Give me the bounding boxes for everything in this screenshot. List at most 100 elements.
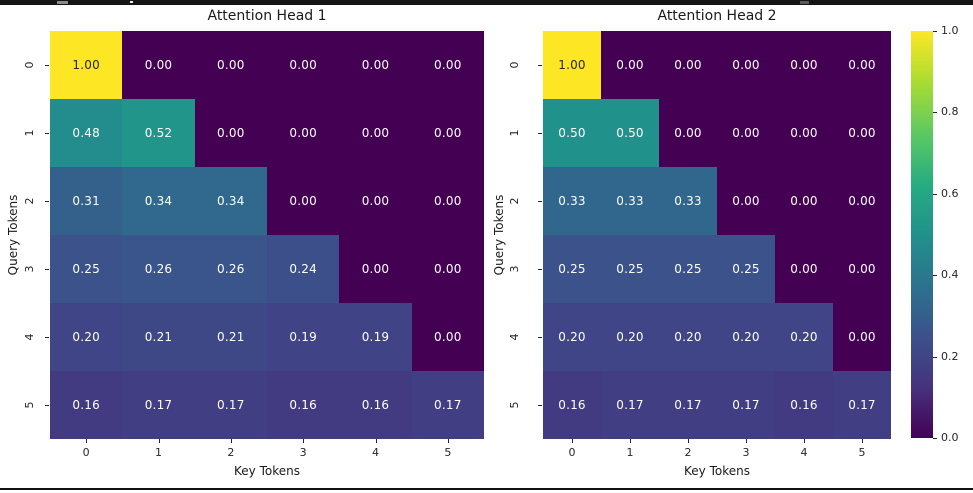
y-tick-label: 3 [23,265,36,273]
x-tick-label: 3 [299,446,307,459]
heatmap-grid: 1.00 0.00 0.00 0.00 0.00 0.00 0.48 0.52 0.00 0.00… [50,31,484,439]
heatmap-cell: 0.16 [50,371,123,439]
y-tick-label: 0 [508,61,521,69]
colorbar-tick-label: 0.4 [941,268,959,282]
y-tick-mark [538,133,542,134]
x-tick-mark [572,439,573,443]
window-chrome-artifact [57,1,68,4]
heatmap-cell: 0.26 [122,235,195,303]
heatmap-cell: 0.00 [833,303,891,371]
heatmap-cell: 0.00 [833,31,891,99]
heatmap-cell: 0.34 [122,167,195,235]
plot-title: Attention Head 1 [207,8,327,24]
x-tick-mark [375,439,377,443]
figure-bottom-border [0,488,973,490]
colorbar-tick-mark [933,275,937,277]
window-top-bar [0,0,973,5]
heatmap-cell: 1.00 [543,31,601,99]
y-tick-label: 2 [508,197,521,205]
heatmap-cell: 0.24 [267,235,340,303]
y-tick-label: 5 [23,401,36,409]
y-tick-label: 0 [23,61,36,69]
y-tick-mark [45,405,49,406]
heatmap-cell: 0.00 [267,31,340,99]
y-tick-mark [45,337,49,338]
y-tick-label: 1 [508,129,521,137]
heatmap-cell: 0.00 [194,31,267,99]
x-tick-label: 5 [444,446,452,459]
x-tick-label: 1 [155,446,162,459]
heatmap-cell: 0.00 [194,99,267,167]
colorbar-tick-mark [933,193,937,195]
window-chrome-artifact [130,1,133,3]
heatmap-cell: 0.17 [833,371,891,439]
heatmap-cell: 0.16 [543,371,601,439]
x-axis-label: Key Tokens [684,464,750,478]
heatmap-cell: 0.00 [775,235,833,303]
heatmap-cell: 0.21 [194,303,267,371]
heatmap-cell: 0.48 [50,99,123,167]
y-tick-mark [45,201,49,202]
y-tick-label: 2 [23,197,36,205]
colorbar-tick-label: 0.0 [941,431,959,444]
heatmap-cell: 0.00 [833,235,891,303]
heatmap-cell: 0.00 [411,31,484,99]
x-tick-label: 2 [684,446,692,459]
heatmap-cell: 0.25 [543,235,601,303]
x-tick-mark [303,439,305,443]
x-tick-mark [804,439,805,443]
heatmap-cell: 0.00 [411,167,484,235]
colorbar-tick-label: 0.8 [941,105,959,119]
heatmap-cell: 0.52 [122,99,195,167]
x-tick-mark [746,439,747,443]
heatmap-cell: 0.00 [411,235,484,303]
y-tick-mark [538,337,542,338]
colorbar-tick-mark [933,438,937,439]
colorbar-tick-label: 0.2 [941,349,959,363]
y-tick-label: 4 [508,333,521,341]
heatmap-cell: 0.20 [775,303,833,371]
heatmap-cell: 0.20 [601,303,659,371]
heatmap-cell: 0.00 [411,99,484,167]
heatmap-cell: 0.00 [833,99,891,167]
heatmap-cell: 0.25 [50,235,123,303]
heatmap-cell: 0.25 [717,235,775,303]
y-tick-mark [45,133,49,134]
heatmap-cell: 0.25 [659,235,717,303]
x-tick-mark [230,439,232,443]
x-tick-label: 2 [227,446,235,459]
heatmap-cell: 0.25 [601,235,659,303]
x-tick-label: 3 [742,446,750,459]
y-tick-label: 4 [23,333,36,341]
heatmap-cell: 0.31 [50,167,123,235]
heatmap-cell: 0.20 [717,303,775,371]
x-tick-mark [158,439,160,443]
colorbar-tick-mark [933,112,937,114]
x-tick-label: 5 [858,446,866,459]
x-tick-mark [447,439,449,443]
heatmap-cell: 0.33 [659,167,717,235]
colorbar-tick-mark [933,31,937,32]
x-tick-mark [86,439,88,443]
heatmap-cell: 1.00 [50,31,123,99]
colorbar-gradient [911,31,933,438]
y-tick-mark [538,405,542,406]
heatmap-cell: 0.34 [194,167,267,235]
heatmap-cell: 0.19 [267,303,340,371]
x-tick-label: 0 [82,446,90,459]
heatmap-cell: 0.16 [267,371,340,439]
heatmap-cell: 0.00 [659,31,717,99]
heatmap-cell: 0.17 [194,371,267,439]
colorbar-tick-mark [933,356,937,358]
heatmap-cell: 0.17 [659,371,717,439]
heatmap-cell: 0.33 [601,167,659,235]
colorbar-tick-label: 0.6 [941,186,959,200]
heatmap-cell: 0.20 [659,303,717,371]
window-chrome-artifact [800,1,809,4]
colorbar-tick-label: 1.0 [941,24,959,37]
heatmap-cell: 0.17 [122,371,195,439]
heatmap-cell: 0.00 [717,31,775,99]
y-tick-label: 3 [508,265,521,273]
heatmap-cell: 0.00 [601,31,659,99]
x-tick-mark [630,439,631,443]
